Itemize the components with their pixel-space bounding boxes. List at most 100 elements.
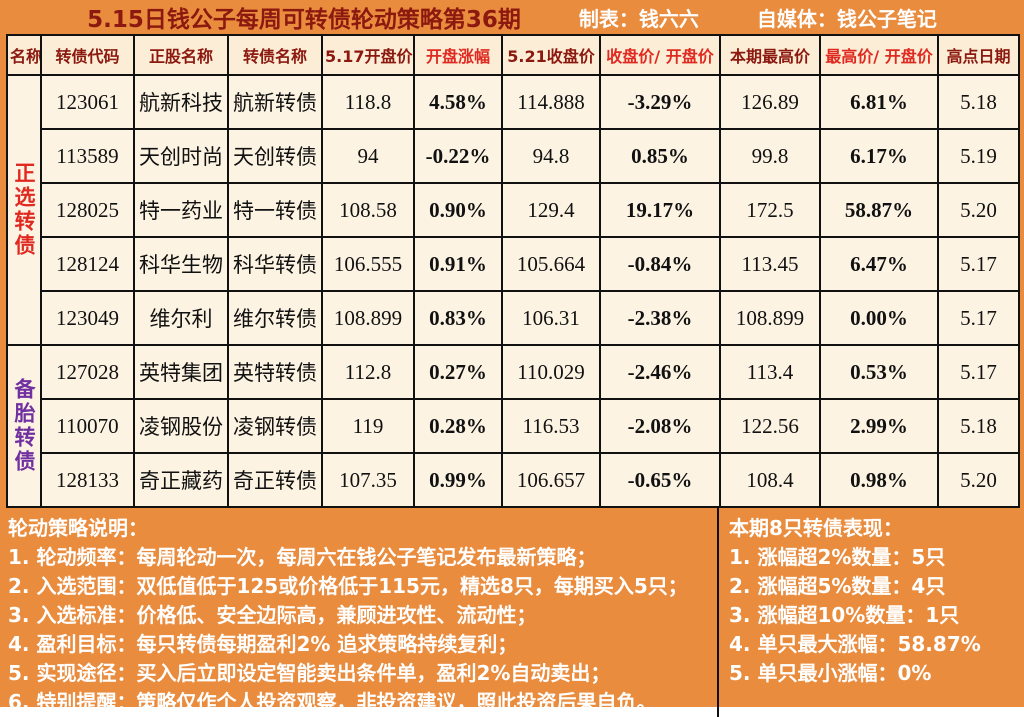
strategy-note-line: 3. 入选标准：价格低、安全边际高，兼顾进攻性、流动性； <box>8 603 537 627</box>
maker-credit: 制表：钱六六 <box>578 6 699 31</box>
bond-name-cell: 科华转债 <box>227 236 323 292</box>
close-price-cell: 114.888 <box>501 74 601 130</box>
stock-name-cell: 凌钢股份 <box>133 398 229 454</box>
group-label-primary: 正选转债 <box>6 74 42 346</box>
stock-name-cell: 航新科技 <box>133 74 229 130</box>
high-date-cell: 5.19 <box>937 128 1020 184</box>
close-open-ratio-cell: 19.17% <box>599 182 721 238</box>
close-open-ratio-cell: -0.84% <box>599 236 721 292</box>
bond-code-cell: 123049 <box>40 290 135 346</box>
page-title: 5.15日钱公子每周可转债轮动策略第36期 <box>87 7 521 33</box>
table-row: 128025 特一药业 特一转债 108.58 0.90% 129.4 19.1… <box>7 182 1020 238</box>
close-open-ratio-cell: -2.08% <box>599 398 721 454</box>
stock-name-cell: 英特集团 <box>133 344 229 400</box>
strategy-note-line: 6. 特别提醒：策略仅作个人投资观察，非投资建议，照此投资后果自负。 <box>8 690 657 714</box>
col-header-close-open-ratio: 收盘价/ 开盘价 <box>599 34 721 76</box>
open-change-cell: -0.22% <box>413 128 503 184</box>
close-open-ratio-cell: -2.46% <box>599 344 721 400</box>
open-change-cell: 0.27% <box>413 344 503 400</box>
col-header-open-price: 5.17开盘价 <box>321 34 415 76</box>
high-price-cell: 108.899 <box>719 290 821 346</box>
table-row: 123049 维尔利 维尔转债 108.899 0.83% 106.31 -2.… <box>7 290 1020 346</box>
open-change-cell: 0.83% <box>413 290 503 346</box>
open-change-cell: 0.99% <box>413 452 503 508</box>
open-change-cell: 0.90% <box>413 182 503 238</box>
close-open-ratio-cell: -2.38% <box>599 290 721 346</box>
bonds-table: 名称 转债代码 正股名称 转债名称 5.17开盘价 开盘涨幅 5.21收盘价 收… <box>6 34 1020 508</box>
col-header-high-date: 高点日期 <box>937 34 1020 76</box>
high-open-ratio-cell: 6.17% <box>819 128 939 184</box>
high-date-cell: 5.17 <box>937 236 1020 292</box>
open-price-cell: 108.58 <box>321 182 415 238</box>
close-price-cell: 106.31 <box>501 290 601 346</box>
high-open-ratio-cell: 0.53% <box>819 344 939 400</box>
close-price-cell: 105.664 <box>501 236 601 292</box>
table-row: 备胎转债 127028 英特集团 英特转债 112.8 0.27% 110.02… <box>6 344 1020 508</box>
high-open-ratio-cell: 0.00% <box>819 290 939 346</box>
footer-notes: 轮动策略说明： 1. 轮动频率：每周轮动一次，每周六在钱公子笔记发布最新策略； … <box>6 508 1018 717</box>
performance-summary: 本期8只转债表现： 1. 涨幅超2%数量：5只 2. 涨幅超5%数量：4只 3.… <box>719 508 1018 717</box>
stock-name-cell: 天创时尚 <box>133 128 229 184</box>
bond-name-cell: 航新转债 <box>227 74 323 130</box>
high-date-cell: 5.18 <box>937 398 1020 454</box>
header-row: 名称 转债代码 正股名称 转债名称 5.17开盘价 开盘涨幅 5.21收盘价 收… <box>6 34 1020 76</box>
stock-name-cell: 特一药业 <box>133 182 229 238</box>
high-price-cell: 113.45 <box>719 236 821 292</box>
open-price-cell: 94 <box>321 128 415 184</box>
strategy-notes-title: 轮动策略说明： <box>8 516 148 540</box>
bond-code-cell: 113589 <box>40 128 135 184</box>
performance-summary-line: 4. 单只最大涨幅：58.87% <box>729 632 981 656</box>
bond-name-cell: 英特转债 <box>227 344 323 400</box>
high-open-ratio-cell: 6.47% <box>819 236 939 292</box>
col-header-bond-name: 转债名称 <box>227 34 323 76</box>
col-header-name: 名称 <box>6 34 42 76</box>
open-price-cell: 112.8 <box>321 344 415 400</box>
high-open-ratio-cell: 2.99% <box>819 398 939 454</box>
table-row: 113589 天创时尚 天创转债 94 -0.22% 94.8 0.85% 99… <box>7 128 1020 184</box>
performance-summary-line: 1. 涨幅超2%数量：5只 <box>729 545 946 569</box>
close-price-cell: 110.029 <box>501 344 601 400</box>
close-price-cell: 116.53 <box>501 398 601 454</box>
high-price-cell: 122.56 <box>719 398 821 454</box>
high-open-ratio-cell: 6.81% <box>819 74 939 130</box>
close-open-ratio-cell: -3.29% <box>599 74 721 130</box>
close-price-cell: 94.8 <box>501 128 601 184</box>
performance-summary-title: 本期8只转债表现： <box>729 516 903 540</box>
open-price-cell: 106.555 <box>321 236 415 292</box>
high-price-cell: 172.5 <box>719 182 821 238</box>
col-header-high-price: 本期最高价 <box>719 34 821 76</box>
close-price-cell: 129.4 <box>501 182 601 238</box>
open-change-cell: 0.28% <box>413 398 503 454</box>
close-open-ratio-cell: -0.65% <box>599 452 721 508</box>
open-price-cell: 107.35 <box>321 452 415 508</box>
open-change-cell: 4.58% <box>413 74 503 130</box>
high-price-cell: 99.8 <box>719 128 821 184</box>
col-header-stock-name: 正股名称 <box>133 34 229 76</box>
open-change-cell: 0.91% <box>413 236 503 292</box>
col-header-high-open-ratio: 最高价/ 开盘价 <box>819 34 939 76</box>
stock-name-cell: 科华生物 <box>133 236 229 292</box>
table-row: 128133 奇正藏药 奇正转债 107.35 0.99% 106.657 -0… <box>7 452 1020 508</box>
bond-code-cell: 127028 <box>40 344 135 400</box>
media-credit: 自媒体：钱公子笔记 <box>756 6 937 31</box>
stock-name-cell: 维尔利 <box>133 290 229 346</box>
high-date-cell: 5.17 <box>937 290 1020 346</box>
strategy-notes: 轮动策略说明： 1. 轮动频率：每周轮动一次，每周六在钱公子笔记发布最新策略； … <box>6 508 719 717</box>
col-header-close-price: 5.21收盘价 <box>501 34 601 76</box>
group-label-backup: 备胎转债 <box>6 344 42 508</box>
performance-summary-line: 3. 涨幅超10%数量：1只 <box>729 603 960 627</box>
bond-name-cell: 天创转债 <box>227 128 323 184</box>
table-row: 110070 凌钢股份 凌钢转债 119 0.28% 116.53 -2.08%… <box>7 398 1020 454</box>
stock-name-cell: 奇正藏药 <box>133 452 229 508</box>
header-bar: 5.15日钱公子每周可转债轮动策略第36期 制表：钱六六 自媒体：钱公子笔记 <box>6 0 1018 34</box>
strategy-note-line: 1. 轮动频率：每周轮动一次，每周六在钱公子笔记发布最新策略； <box>8 545 597 569</box>
bond-code-cell: 123061 <box>40 74 135 130</box>
bond-name-cell: 凌钢转债 <box>227 398 323 454</box>
bond-code-cell: 128124 <box>40 236 135 292</box>
strategy-note-line: 2. 入选范围：双低值低于125或价格低于115元，精选8只，每期买入5只； <box>8 574 688 598</box>
high-date-cell: 5.20 <box>937 182 1020 238</box>
bond-code-cell: 128025 <box>40 182 135 238</box>
high-open-ratio-cell: 0.98% <box>819 452 939 508</box>
close-open-ratio-cell: 0.85% <box>599 128 721 184</box>
